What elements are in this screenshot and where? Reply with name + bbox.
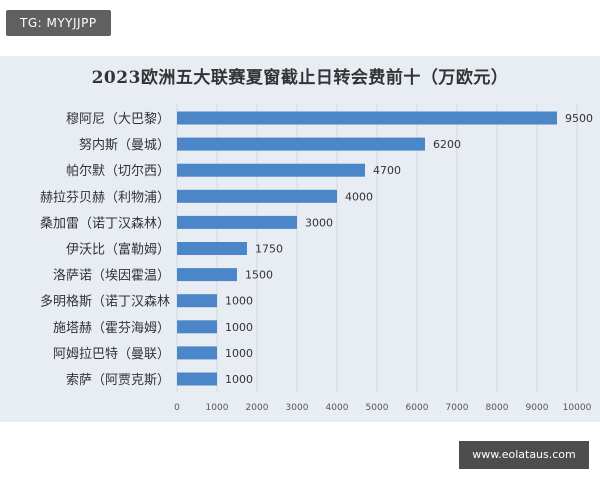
bar <box>177 111 557 125</box>
watermark-tag: TG: MYYJJPP <box>6 10 111 36</box>
value-label: 4700 <box>373 164 401 177</box>
bar <box>177 320 217 334</box>
category-label: 洛萨诺（埃因霍温） <box>53 269 170 284</box>
value-label: 1000 <box>225 321 253 334</box>
bar <box>177 189 337 203</box>
bar <box>177 163 365 177</box>
x-tick-label: 1000 <box>206 403 229 413</box>
x-tick-label: 2000 <box>246 403 269 413</box>
value-label: 1000 <box>225 373 253 386</box>
value-label: 4000 <box>345 190 373 203</box>
value-label: 1750 <box>255 243 283 256</box>
bar <box>177 215 297 229</box>
category-label: 伊沃比（富勒姆） <box>66 242 170 258</box>
bar <box>177 268 237 282</box>
bar <box>177 372 217 386</box>
x-tick-label: 7000 <box>446 403 469 413</box>
value-label: 9500 <box>565 112 593 125</box>
category-label: 索萨（阿贾克斯） <box>66 373 170 388</box>
category-label: 阿姆拉巴特（曼联） <box>53 347 170 362</box>
bar <box>177 242 247 255</box>
value-label: 1500 <box>245 269 273 282</box>
x-tick-label: 5000 <box>366 403 389 413</box>
value-label: 3000 <box>305 216 333 229</box>
x-tick-label: 10000 <box>563 403 592 413</box>
source-url-badge: www.eolataus.com <box>459 441 589 469</box>
category-label: 努内斯（曼城） <box>79 137 170 153</box>
bar <box>177 137 425 151</box>
x-tick-label: 8000 <box>486 403 509 413</box>
x-tick-label: 3000 <box>286 403 309 413</box>
x-tick-label: 6000 <box>406 403 429 413</box>
bar <box>177 294 217 308</box>
bar <box>177 346 217 360</box>
category-label: 施塔赫（霍芬海姆） <box>53 321 170 336</box>
category-label: 帕尔默（切尔西） <box>66 163 170 179</box>
chart-title: 2023欧洲五大联赛夏窗截止日转会费前十（万欧元） <box>91 68 509 88</box>
value-label: 1000 <box>225 347 253 360</box>
x-tick-label: 0 <box>174 403 180 413</box>
category-label: 穆阿尼（大巴黎） <box>66 112 170 127</box>
value-label: 1000 <box>225 295 253 308</box>
value-label: 6200 <box>433 138 461 151</box>
x-tick-label: 9000 <box>526 403 549 413</box>
x-tick-label: 4000 <box>326 403 349 413</box>
category-label: 桑加雷（诺丁汉森林） <box>40 216 170 231</box>
category-label: 多明格斯（诺丁汉森林 <box>40 294 170 310</box>
category-label: 赫拉芬贝赫（利物浦） <box>40 190 170 205</box>
